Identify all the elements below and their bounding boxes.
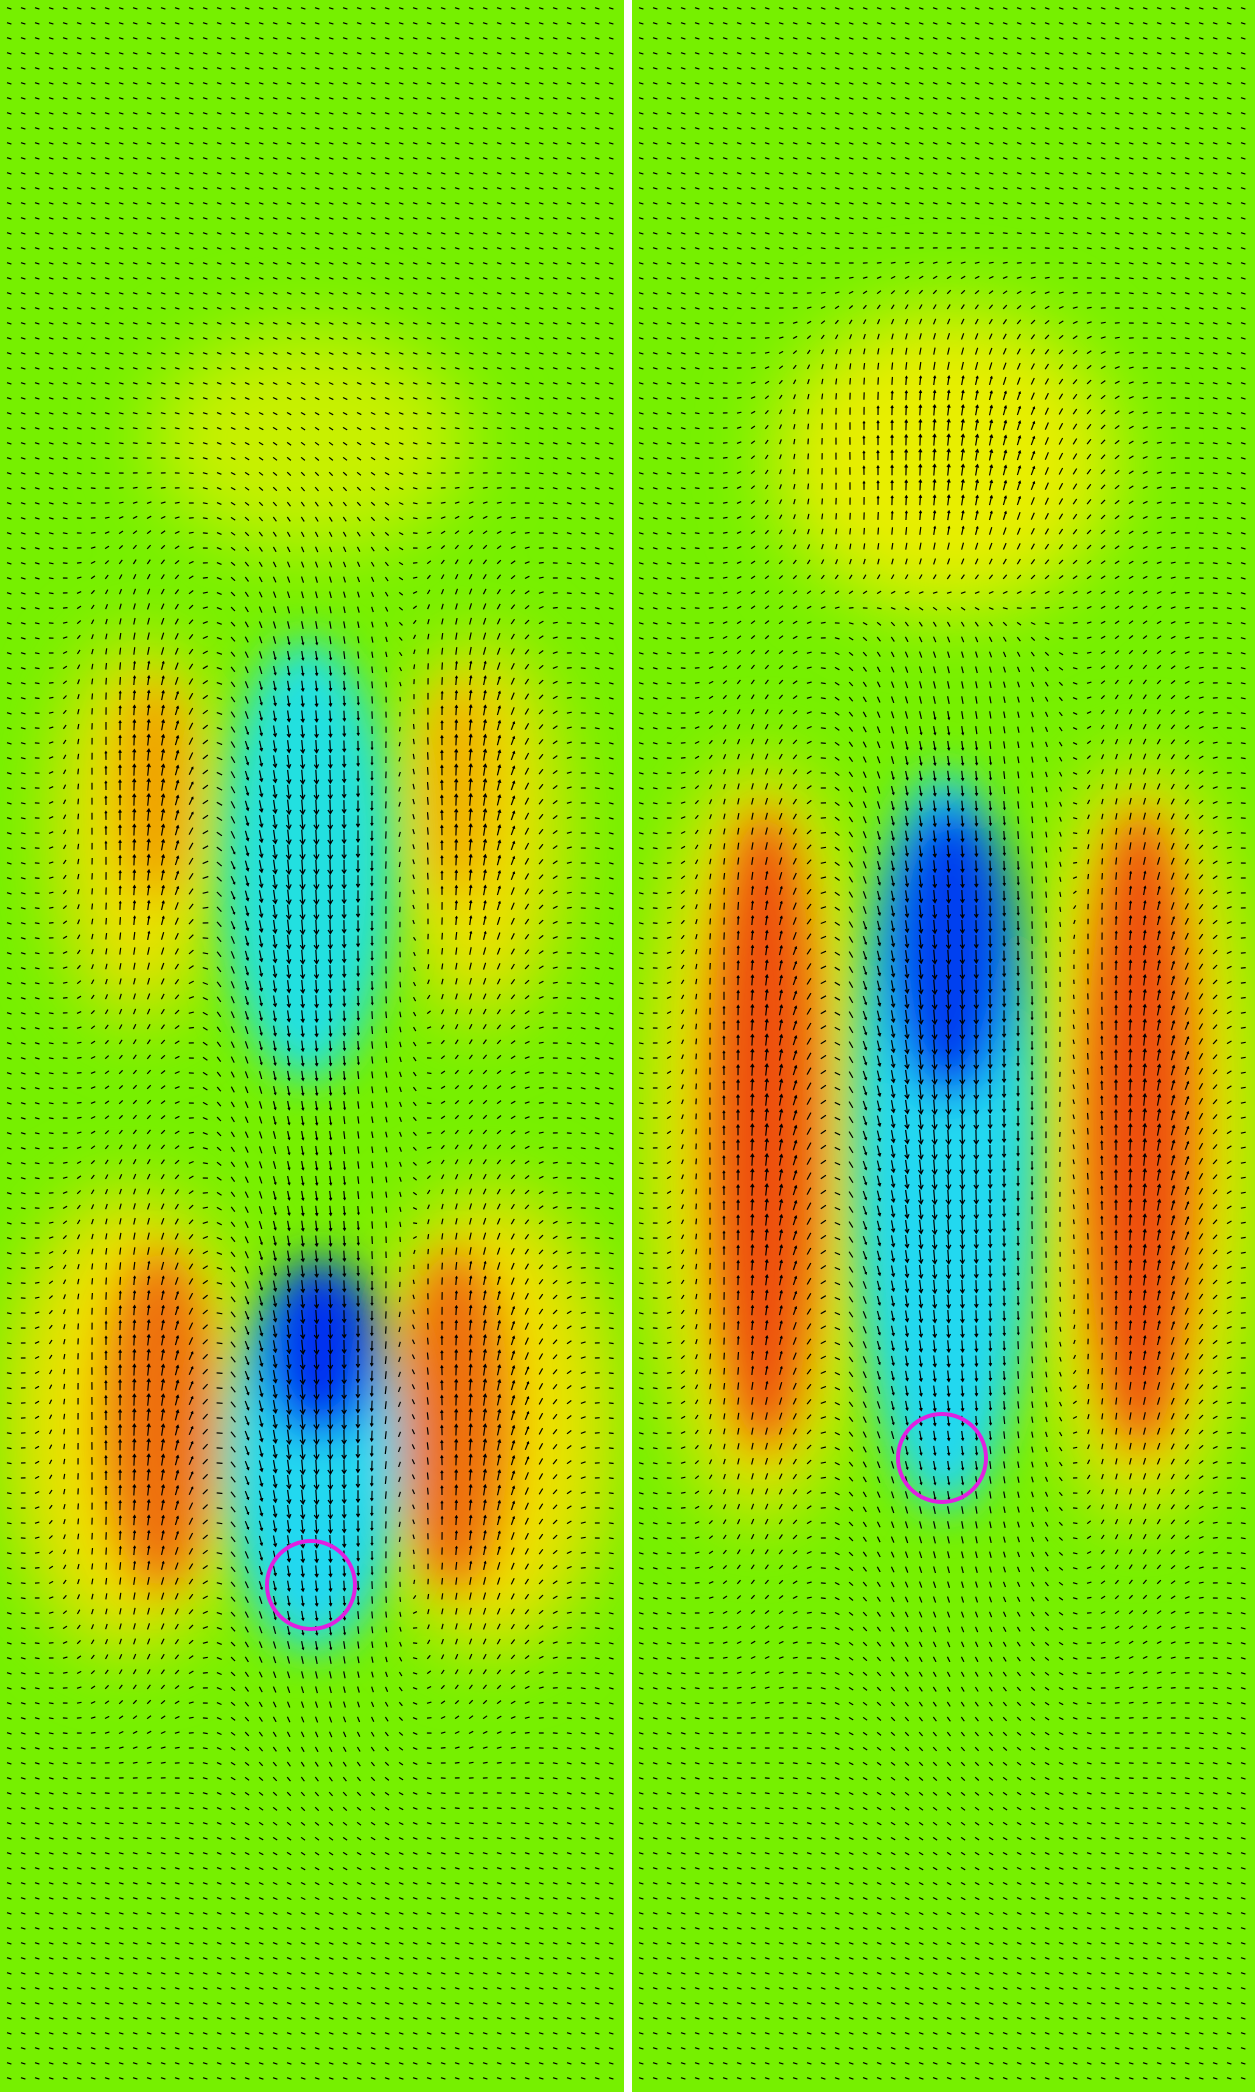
vector-field xyxy=(638,7,1246,2080)
marker-circle xyxy=(265,1539,357,1631)
vector-field xyxy=(6,7,614,2080)
field-region xyxy=(777,310,1117,610)
right-panel xyxy=(632,0,1255,2092)
field-region xyxy=(105,1250,215,1590)
field-region xyxy=(120,680,190,900)
field-region xyxy=(1085,810,1195,1450)
field-region xyxy=(400,1250,510,1590)
field-color xyxy=(105,640,510,1650)
field-region xyxy=(710,810,820,1450)
field-region xyxy=(150,330,470,550)
marker-circle xyxy=(896,1412,988,1504)
field-region xyxy=(260,1260,380,1440)
field-color xyxy=(710,770,1195,1510)
field-region xyxy=(885,800,1015,1100)
left-panel xyxy=(0,0,624,2092)
field-region xyxy=(222,640,392,1080)
